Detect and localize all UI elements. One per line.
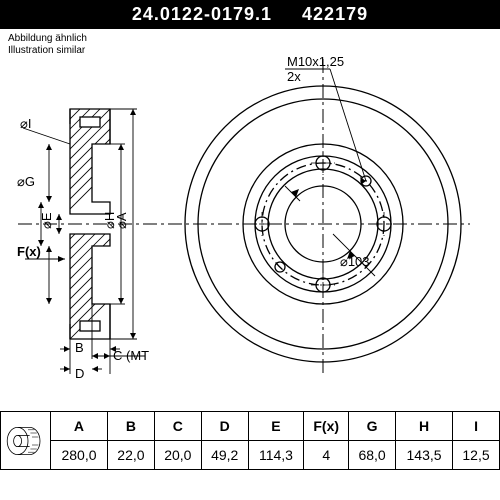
val-c: 20,0	[154, 441, 201, 470]
label-d: D	[75, 366, 84, 379]
col-h: H	[396, 412, 453, 441]
label-f: F(x)	[17, 244, 41, 259]
val-d: 49,2	[201, 441, 248, 470]
col-g: G	[349, 412, 396, 441]
col-a: A	[51, 412, 108, 441]
val-h: 143,5	[396, 441, 453, 470]
label-center-dia: ⌀103	[340, 254, 370, 269]
label-a: ⌀A	[114, 212, 129, 229]
val-b: 22,0	[107, 441, 154, 470]
label-e: ⌀E	[39, 212, 54, 229]
col-e: E	[248, 412, 304, 441]
val-e: 114,3	[248, 441, 304, 470]
col-c: C	[154, 412, 201, 441]
table-header-row: A B C D E F(x) G H I	[1, 412, 500, 441]
brake-disc-icon	[3, 425, 45, 457]
col-i: I	[453, 412, 500, 441]
col-f: F(x)	[304, 412, 349, 441]
diagram-content: Abbildung ähnlich Illustration similar	[0, 29, 500, 409]
disc-icon-cell	[1, 412, 51, 470]
val-i: 12,5	[453, 441, 500, 470]
col-b: B	[107, 412, 154, 441]
label-bolt-qty: 2x	[287, 69, 301, 84]
alt-number: 422179	[302, 4, 368, 24]
header-bar: 24.0122-0179.1 422179	[0, 0, 500, 29]
val-a: 280,0	[51, 441, 108, 470]
part-number: 24.0122-0179.1	[132, 4, 272, 24]
label-c: C (MTH)	[113, 348, 150, 363]
col-d: D	[201, 412, 248, 441]
label-b: B	[75, 340, 84, 355]
label-i: ⌀I	[20, 116, 31, 131]
front-view: M10x1,25 2x ⌀103	[175, 54, 465, 344]
side-view: ⌀I ⌀G ⌀E ⌀H ⌀A F(x) B D C (MTH)	[15, 84, 150, 364]
label-bolt: M10x1,25	[287, 54, 344, 69]
val-f: 4	[304, 441, 349, 470]
label-g: ⌀G	[17, 174, 35, 189]
diagram-area: ⌀I ⌀G ⌀E ⌀H ⌀A F(x) B D C (MTH)	[0, 29, 500, 409]
dimension-table: A B C D E F(x) G H I 280,0 22,0 20,0 49,…	[0, 411, 500, 470]
val-g: 68,0	[349, 441, 396, 470]
table-value-row: 280,0 22,0 20,0 49,2 114,3 4 68,0 143,5 …	[1, 441, 500, 470]
